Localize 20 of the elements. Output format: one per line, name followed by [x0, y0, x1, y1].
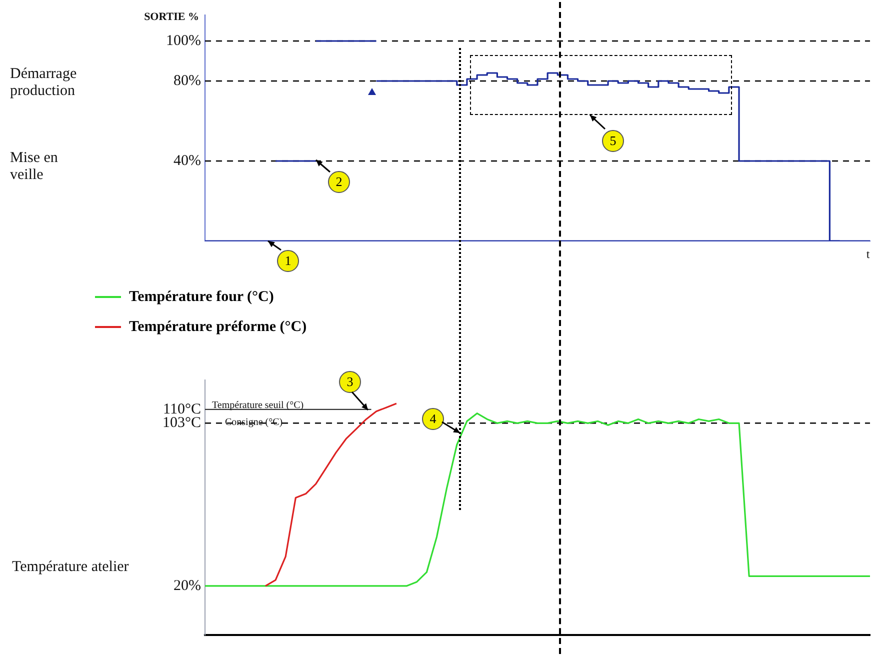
text: Température atelier [12, 559, 130, 576]
annotation: 2 [328, 171, 350, 193]
annotation: 3 [339, 371, 361, 393]
annotation: 4 [422, 408, 444, 430]
annotation: 5 [602, 130, 624, 152]
annotation: Consigne (°C) [225, 417, 283, 428]
text: 1 [277, 250, 299, 272]
y-axis-title: SORTIE % [144, 10, 199, 23]
annotation: Température seuil (°C) [212, 400, 304, 411]
x-axis-title: t [866, 247, 870, 262]
legend-label: Température four (°C) [129, 288, 274, 306]
text: Mise en veille [10, 150, 59, 184]
y-tick-label: 100% [166, 32, 201, 49]
y-tick-label: 110°C [163, 401, 201, 418]
y-tick-label: 40% [174, 152, 201, 169]
y-tick-label: 80% [174, 72, 201, 89]
y-tick-label: 20% [174, 578, 201, 594]
text: Démarrage production [10, 66, 78, 100]
y-tick-label: 103°C [162, 415, 201, 432]
legend-label: Température préforme (°C) [129, 318, 307, 336]
